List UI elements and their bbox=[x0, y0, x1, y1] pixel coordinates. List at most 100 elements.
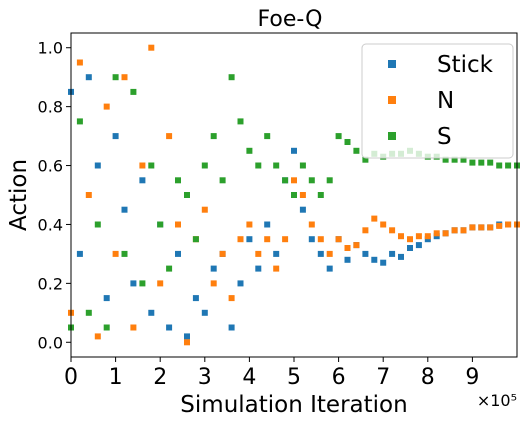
point-n-43 bbox=[451, 227, 458, 234]
point-s-6 bbox=[121, 250, 128, 257]
y-tick-label: 0.0 bbox=[38, 333, 63, 352]
point-n-29 bbox=[326, 250, 333, 257]
point-stick-39 bbox=[415, 242, 422, 249]
point-s-7 bbox=[130, 88, 137, 95]
legend-swatch-stick bbox=[388, 60, 396, 68]
point-stick-22 bbox=[264, 221, 271, 228]
point-s-49 bbox=[505, 162, 512, 169]
point-n-40 bbox=[424, 233, 431, 240]
point-stick-8 bbox=[139, 177, 146, 184]
point-stick-36 bbox=[389, 250, 396, 257]
point-n-26 bbox=[299, 192, 306, 198]
point-stick-11 bbox=[166, 324, 173, 331]
point-n-13 bbox=[184, 339, 190, 346]
point-n-8 bbox=[139, 162, 146, 169]
x-axis-label: Simulation Iteration bbox=[180, 392, 407, 418]
point-s-18 bbox=[228, 74, 235, 81]
y-tick-label: 0.6 bbox=[38, 157, 63, 176]
point-n-23 bbox=[273, 265, 280, 272]
point-n-46 bbox=[478, 224, 485, 231]
point-n-48 bbox=[496, 222, 503, 229]
point-n-7 bbox=[130, 324, 137, 331]
point-n-3 bbox=[94, 333, 101, 340]
point-s-2 bbox=[85, 309, 92, 316]
point-stick-26 bbox=[299, 206, 306, 213]
point-stick-31 bbox=[344, 256, 351, 263]
point-s-42 bbox=[442, 156, 449, 163]
x-axis-offset-label: ×10⁵ bbox=[477, 391, 517, 410]
point-s-15 bbox=[201, 162, 208, 169]
legend-label-stick: Stick bbox=[437, 52, 494, 78]
point-stick-38 bbox=[407, 245, 413, 251]
point-s-46 bbox=[478, 159, 485, 166]
point-n-6 bbox=[121, 74, 128, 81]
point-s-43 bbox=[451, 156, 458, 163]
point-stick-29 bbox=[326, 265, 333, 272]
point-stick-18 bbox=[228, 324, 235, 331]
point-s-3 bbox=[94, 221, 101, 228]
x-tick-label: 4 bbox=[242, 365, 256, 390]
point-stick-5 bbox=[112, 133, 119, 140]
point-s-23 bbox=[273, 162, 280, 169]
point-s-5 bbox=[112, 74, 119, 81]
point-n-2 bbox=[85, 192, 92, 198]
point-stick-25 bbox=[291, 147, 297, 154]
point-n-47 bbox=[487, 224, 494, 231]
point-s-45 bbox=[469, 159, 476, 166]
chart-title: Foe-Q bbox=[258, 7, 323, 32]
x-axis: 0 1 2 3 4 5 6 7 8 9 bbox=[64, 357, 479, 390]
point-n-15 bbox=[201, 206, 208, 213]
point-s-27 bbox=[308, 177, 315, 184]
point-n-19 bbox=[237, 236, 244, 243]
legend-label-n: N bbox=[437, 88, 454, 114]
point-stick-33 bbox=[362, 250, 369, 257]
point-s-26 bbox=[299, 162, 306, 169]
point-s-4 bbox=[103, 324, 110, 331]
point-s-47 bbox=[487, 159, 494, 166]
point-s-12 bbox=[175, 177, 181, 184]
x-tick-label: 5 bbox=[287, 365, 301, 390]
point-n-30 bbox=[335, 236, 342, 243]
point-n-32 bbox=[353, 242, 360, 249]
point-stick-15 bbox=[201, 309, 208, 316]
point-s-20 bbox=[246, 147, 253, 154]
point-n-4 bbox=[103, 103, 110, 110]
point-n-12 bbox=[175, 221, 181, 228]
x-tick-label: 3 bbox=[198, 365, 212, 390]
point-stick-35 bbox=[380, 259, 387, 266]
point-n-37 bbox=[398, 233, 404, 240]
point-s-48 bbox=[496, 162, 503, 169]
y-tick-label: 0.4 bbox=[38, 215, 63, 234]
point-stick-7 bbox=[130, 280, 137, 287]
point-s-19 bbox=[237, 118, 244, 125]
point-s-22 bbox=[264, 133, 271, 140]
point-s-32 bbox=[353, 147, 360, 154]
x-tick-label: 1 bbox=[109, 365, 123, 390]
point-s-25 bbox=[291, 192, 297, 198]
point-s-11 bbox=[166, 265, 173, 272]
point-s-31 bbox=[344, 139, 351, 145]
point-s-10 bbox=[157, 221, 164, 228]
point-stick-19 bbox=[237, 280, 244, 287]
point-n-20 bbox=[246, 221, 253, 228]
point-stick-34 bbox=[371, 256, 378, 263]
y-tick-label: 0.2 bbox=[38, 274, 63, 293]
point-n-39 bbox=[415, 233, 422, 240]
point-s-14 bbox=[192, 236, 199, 243]
point-stick-14 bbox=[192, 295, 199, 302]
point-stick-3 bbox=[94, 162, 101, 169]
point-n-27 bbox=[308, 221, 315, 228]
point-n-9 bbox=[148, 44, 155, 51]
point-stick-21 bbox=[255, 265, 262, 272]
point-n-22 bbox=[264, 236, 271, 243]
point-n-28 bbox=[317, 236, 324, 243]
point-stick-12 bbox=[175, 250, 181, 257]
point-stick-20 bbox=[246, 236, 253, 243]
point-stick-37 bbox=[398, 253, 404, 260]
point-n-49 bbox=[505, 221, 512, 228]
point-s-8 bbox=[139, 280, 146, 287]
point-s-44 bbox=[460, 156, 467, 163]
point-n-45 bbox=[469, 224, 476, 231]
point-stick-6 bbox=[121, 206, 128, 213]
point-n-33 bbox=[362, 227, 369, 234]
